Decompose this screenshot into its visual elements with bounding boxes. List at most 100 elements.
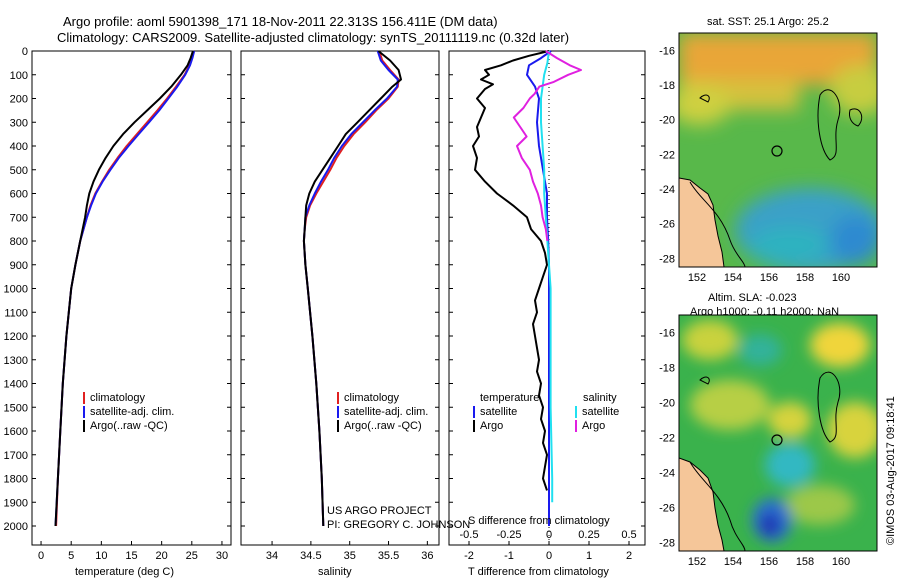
x-tick-label-salinity: 35 bbox=[344, 550, 356, 562]
legend-label-climatology: climatology bbox=[90, 392, 146, 404]
legend-label-t-argo: Argo bbox=[480, 420, 503, 432]
x-tick-label-t-difference: -2 bbox=[464, 550, 474, 562]
y-tick-label: 800 bbox=[10, 236, 28, 248]
y-tick-label: 2000 bbox=[4, 521, 28, 533]
y-tick-label: 1200 bbox=[4, 331, 28, 343]
y-tick-label: 1800 bbox=[4, 474, 28, 486]
sst-yellow-patch bbox=[830, 65, 877, 115]
y-tick-label: 600 bbox=[10, 189, 28, 201]
sst-field bbox=[679, 33, 877, 267]
sst-yellow-patch bbox=[679, 85, 730, 125]
y-tick-label: 300 bbox=[10, 117, 28, 129]
s-difference-axis-label: S difference from climatology bbox=[468, 515, 610, 527]
x-tick-label-s-difference: -0.25 bbox=[496, 529, 521, 541]
sla-map-title: Altim. SLA: -0.023 bbox=[708, 292, 797, 304]
map-y-tick-label: -18 bbox=[659, 80, 675, 92]
sst-reef-contour bbox=[817, 89, 841, 161]
x-tick-label-temperature: 5 bbox=[68, 550, 74, 562]
legend-title-temperature: temperature bbox=[480, 392, 539, 404]
sla-low-patch bbox=[765, 443, 815, 487]
sla-field bbox=[682, 320, 877, 542]
salinity-panel-frame bbox=[240, 50, 440, 546]
map-y-tick-label: -26 bbox=[659, 219, 675, 231]
series-line-satellite-adj-clim- bbox=[54, 50, 196, 527]
sla-high-patch bbox=[768, 402, 812, 438]
x-tick-label-temperature: 20 bbox=[156, 550, 168, 562]
figure-title-line-1: Argo profile: aoml 5901398_171 18-Nov-20… bbox=[63, 14, 498, 29]
y-tick-label: 1300 bbox=[4, 355, 28, 367]
map-y-tick-label: -20 bbox=[659, 115, 675, 127]
x-tick-label-salinity: 34 bbox=[266, 550, 278, 562]
x-tick-label-temperature: 15 bbox=[125, 550, 137, 562]
axis-ticks: 0100200300400500600700800900100011001200… bbox=[4, 45, 851, 568]
sst-reef-contour bbox=[849, 108, 863, 127]
x-tick-label-s-difference: 0.5 bbox=[621, 529, 636, 541]
y-tick-label: 1600 bbox=[4, 426, 28, 438]
map-y-tick-label: -18 bbox=[659, 362, 675, 374]
legend-label-argo: Argo(..raw -QC) bbox=[90, 420, 168, 432]
x-tick-label-salinity: 35.5 bbox=[378, 550, 399, 562]
sla-high-patch bbox=[690, 380, 770, 430]
map-y-tick-label: -22 bbox=[659, 149, 675, 161]
map-x-tick-label: 154 bbox=[724, 272, 742, 284]
series-line-t-argo bbox=[472, 50, 550, 491]
x-tick-label-s-difference: 0.25 bbox=[578, 529, 599, 541]
y-tick-label: 500 bbox=[10, 165, 28, 177]
x-tick-label-temperature: 30 bbox=[216, 550, 228, 562]
sla-high-patch bbox=[827, 402, 877, 458]
sst-shelf-contour bbox=[689, 181, 746, 267]
map-y-tick-label: -28 bbox=[659, 537, 675, 549]
y-tick-label: 0 bbox=[22, 46, 28, 58]
sla-shelf-contour bbox=[689, 461, 746, 551]
legend-label-s-satellite: satellite bbox=[582, 406, 619, 418]
sla-map-frame bbox=[678, 314, 878, 552]
x-tick-label-s-difference: 0 bbox=[546, 529, 552, 541]
y-tick-label: 1100 bbox=[4, 307, 28, 319]
series-line-s-argo bbox=[512, 50, 582, 242]
x-tick-label-t-difference: 1 bbox=[586, 550, 592, 562]
sla-profile-location-marker bbox=[771, 434, 783, 446]
sst-cool-patch bbox=[750, 227, 830, 263]
legend-label-t-satellite: satellite bbox=[480, 406, 517, 418]
sst-map-title: sat. SST: 25.1 Argo: 25.2 bbox=[707, 16, 829, 28]
salinity-profiles bbox=[302, 50, 402, 527]
y-tick-label: 900 bbox=[10, 260, 28, 272]
map-y-tick-label: -26 bbox=[659, 502, 675, 514]
sla-land-australia bbox=[679, 457, 725, 551]
series-line-argo bbox=[302, 50, 402, 527]
pi-label: PI: GREGORY C. JOHNSON bbox=[327, 519, 470, 531]
temperature-legend: climatology satellite-adj. clim. Argo(..… bbox=[83, 392, 174, 432]
sla-high-patch bbox=[785, 485, 855, 525]
x-tick-label-temperature: 0 bbox=[38, 550, 44, 562]
salinity-axis-label: salinity bbox=[318, 566, 352, 578]
x-tick-label-temperature: 25 bbox=[186, 550, 198, 562]
sla-reef-contour bbox=[699, 376, 710, 385]
y-tick-label: 1400 bbox=[4, 379, 28, 391]
series-line-satellite-adj-clim- bbox=[302, 50, 399, 527]
y-tick-label: 1900 bbox=[4, 497, 28, 509]
x-tick-label-s-difference: -0.5 bbox=[460, 529, 479, 541]
sst-reef-contour bbox=[699, 94, 710, 103]
map-x-tick-label: 156 bbox=[760, 272, 778, 284]
series-line-climatology bbox=[302, 50, 400, 527]
sla-low-core bbox=[760, 513, 780, 537]
sla-reef-contour bbox=[817, 371, 841, 443]
legend-label-climatology: climatology bbox=[344, 392, 400, 404]
y-tick-label: 200 bbox=[10, 94, 28, 106]
x-tick-label-t-difference: -1 bbox=[504, 550, 514, 562]
y-tick-label: 700 bbox=[10, 212, 28, 224]
y-tick-label: 1000 bbox=[4, 284, 28, 296]
difference-legend: temperature salinity satellite Argo sate… bbox=[473, 392, 619, 432]
map-x-tick-label: 160 bbox=[832, 272, 850, 284]
map-x-tick-label: 152 bbox=[688, 556, 706, 568]
sla-map bbox=[678, 314, 878, 552]
map-y-tick-label: -22 bbox=[659, 432, 675, 444]
series-line-argo bbox=[54, 50, 194, 527]
x-tick-label-t-difference: 0 bbox=[546, 550, 552, 562]
sla-high-patch bbox=[810, 323, 870, 367]
sst-map bbox=[678, 32, 878, 268]
x-tick-label-salinity: 34.5 bbox=[300, 550, 321, 562]
map-x-tick-label: 160 bbox=[832, 556, 850, 568]
map-x-tick-label: 152 bbox=[688, 272, 706, 284]
sst-land-australia bbox=[679, 177, 725, 267]
